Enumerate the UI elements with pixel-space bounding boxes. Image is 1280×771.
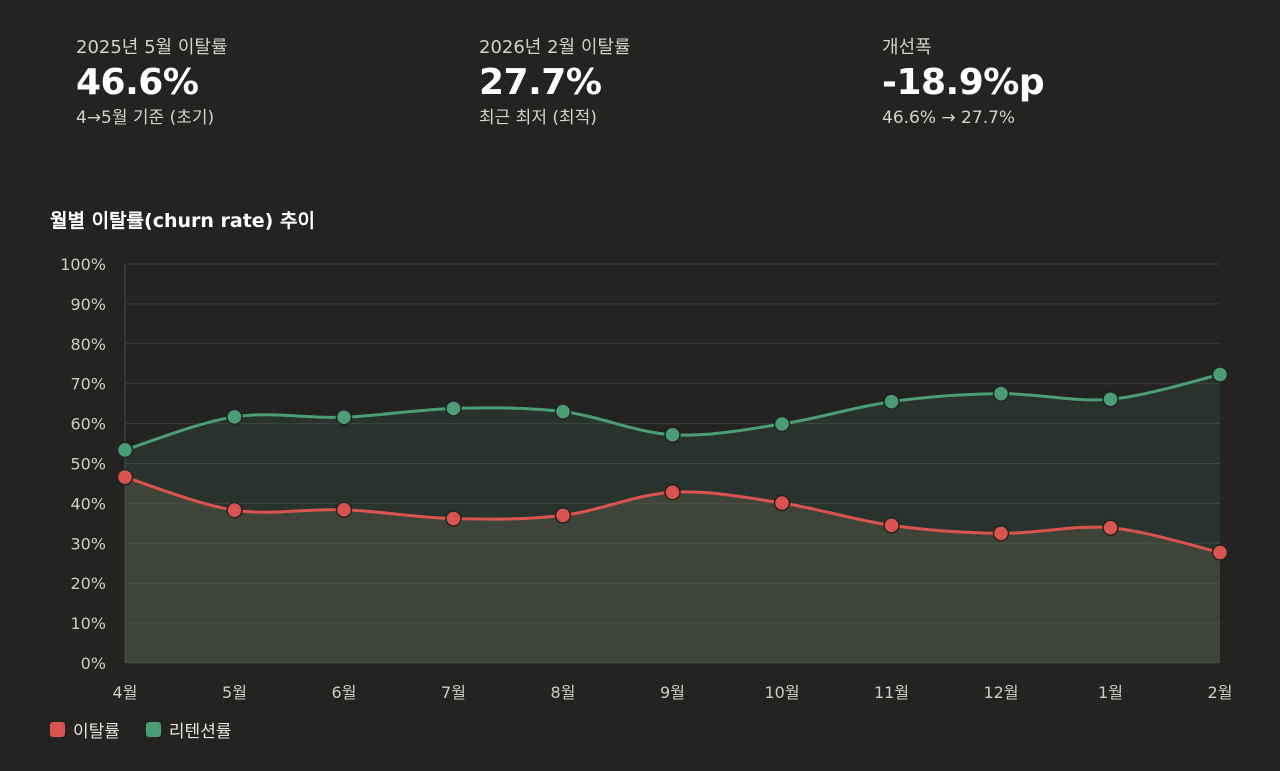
kpi-initial-churn: 2025년 5월 이탈률 46.6% 4→5월 기준 (초기) <box>76 36 228 130</box>
legend-swatch-retention <box>145 722 161 737</box>
x-tick-label: 4월 <box>113 683 138 702</box>
point-retention <box>116 441 134 459</box>
x-tick-label: 6월 <box>332 683 357 702</box>
point-retention <box>992 385 1010 402</box>
kpi-value: 46.6% <box>76 62 199 103</box>
kpi-label: 개선폭 <box>882 37 932 58</box>
kpi-value: 27.7% <box>479 62 602 103</box>
point-churn <box>883 517 900 534</box>
x-tick-label: 8월 <box>551 683 576 702</box>
point-churn <box>116 468 134 486</box>
point-churn <box>1102 519 1119 536</box>
x-tick-label: 9월 <box>660 683 685 702</box>
legend-label-retention: 리텐션률 <box>168 722 232 742</box>
y-tick-label: 100% <box>60 255 106 274</box>
y-tick-label: 10% <box>70 614 106 633</box>
point-retention <box>664 426 681 444</box>
x-tick-label: 5월 <box>222 683 247 702</box>
y-tick-label: 80% <box>70 335 106 354</box>
kpi-label: 2025년 5월 이탈률 <box>76 37 228 58</box>
point-retention <box>1102 391 1119 408</box>
y-tick-label: 60% <box>70 415 106 434</box>
point-churn <box>226 501 243 519</box>
kpi-latest-churn: 2026년 2월 이탈률 27.7% 최근 최저 (최적) <box>479 36 631 130</box>
point-churn <box>773 494 791 512</box>
point-churn <box>1211 544 1229 561</box>
kpi-sub: 최근 최저 (최적) <box>479 108 597 128</box>
point-churn <box>335 501 353 519</box>
y-tick-label: 70% <box>70 375 106 394</box>
kpi-improvement: 개선폭 -18.9%p 46.6% → 27.7% <box>882 36 1045 130</box>
y-tick-label: 90% <box>70 295 106 314</box>
kpi-value: -18.9%p <box>882 62 1045 103</box>
point-churn <box>554 507 572 524</box>
point-retention <box>335 408 353 426</box>
legend-swatch-churn <box>50 722 65 737</box>
y-tick-label: 30% <box>70 534 106 553</box>
point-churn <box>664 483 681 501</box>
y-tick-label: 50% <box>70 455 106 474</box>
y-tick-label: 40% <box>70 494 106 513</box>
point-churn <box>445 510 462 527</box>
kpi-label: 2026년 2월 이탈률 <box>479 37 631 58</box>
area-churn <box>125 477 1220 663</box>
x-tick-label: 10월 <box>764 683 799 702</box>
legend-item-churn[interactable]: 이탈률 <box>50 717 120 742</box>
kpi-sub: 4→5월 기준 (초기) <box>76 108 215 128</box>
point-retention <box>1211 366 1229 383</box>
chart-title: 월별 이탈률(churn rate) 추이 <box>50 210 315 232</box>
area-retention <box>125 374 1220 663</box>
x-tick-label: 7월 <box>441 683 466 702</box>
legend-item-retention[interactable]: 리텐션률 <box>145 717 232 742</box>
y-tick-label: 0% <box>81 654 106 673</box>
point-retention <box>554 403 572 420</box>
y-tick-label: 20% <box>70 574 106 593</box>
kpi-sub: 46.6% → 27.7% <box>882 108 1016 128</box>
point-retention <box>883 393 900 410</box>
x-tick-label: 2월 <box>1208 683 1233 702</box>
x-tick-label: 11월 <box>874 683 909 702</box>
point-retention <box>226 408 243 426</box>
legend-label-churn: 이탈률 <box>73 722 120 742</box>
x-tick-label: 12월 <box>983 683 1018 702</box>
point-retention <box>445 400 462 417</box>
point-retention <box>773 415 791 433</box>
x-tick-label: 1월 <box>1098 683 1123 702</box>
chart-legend: 이탈률 리텐션률 <box>50 717 257 742</box>
point-churn <box>992 525 1010 542</box>
